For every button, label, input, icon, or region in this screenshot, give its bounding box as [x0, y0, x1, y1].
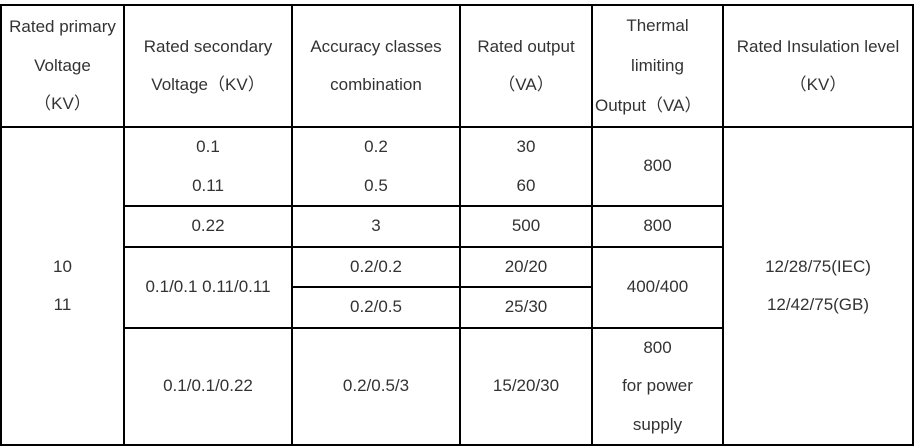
cell-output-r2: 500	[459, 205, 593, 248]
output-r1-line-1: 30	[516, 137, 536, 156]
cell-secondary-r2: 0.22	[123, 205, 293, 248]
primary-voltage-11: 11	[53, 295, 72, 314]
cell-secondary-r4: 0.1/0.1/0.22	[123, 326, 293, 446]
header-row: Rated primary Voltage （KV） Rated seconda…	[0, 4, 914, 128]
header-insulation-line-2: （KV）	[789, 75, 847, 94]
output-r1-line-2: 60	[516, 175, 536, 195]
insulation-iec: 12/28/75(IEC)	[765, 256, 871, 276]
header-primary-line-1: Rated primary	[9, 17, 116, 37]
cell-accuracy-r2: 3	[291, 205, 461, 248]
header-accuracy-classes: Accuracy classes combination	[291, 4, 461, 128]
secondary-r1-line-2: 0.11	[192, 175, 224, 195]
cell-accuracy-r4: 0.2/0.5/3	[291, 326, 461, 446]
cell-accuracy-r3b: 0.2/0.5	[291, 286, 461, 329]
cell-thermal-r1: 800	[591, 126, 724, 207]
primary-voltage-10: 10	[53, 256, 72, 276]
header-thermal-line-3: Output（VA）	[595, 96, 702, 115]
cell-secondary-r1: 0.1 0.11	[123, 126, 293, 207]
cell-output-r4: 15/20/30	[459, 326, 593, 446]
cell-thermal-r4: 800 for power supply	[591, 326, 724, 446]
header-thermal-line-2: limiting	[631, 56, 684, 75]
cell-output-r3a: 20/20	[459, 245, 593, 288]
cell-thermal-r3: 400/400	[591, 245, 724, 329]
header-insulation-line-1: Rated Insulation level	[736, 36, 900, 56]
header-output-line-2: （VA）	[498, 75, 554, 94]
table-row: 0.1/0.1/0.22 0.2/0.5/3 15/20/30 800 for …	[1, 326, 913, 446]
cell-output-r1: 30 60	[459, 126, 593, 207]
accuracy-r1-line-1: 0.2	[364, 137, 388, 156]
cell-thermal-r2: 800	[591, 205, 724, 248]
cell-output-r3b: 25/30	[459, 286, 593, 329]
header-output-line-1: Rated output	[477, 36, 575, 56]
table-row: 10 11 0.1 0.11 0.2 0.5 30 60 800 12/28/7…	[0, 126, 914, 446]
header-rated-output: Rated output （VA）	[459, 4, 593, 128]
table-row: 0.2/0.5 25/30	[1, 286, 913, 329]
header-thermal-line-1: Thermal	[626, 16, 689, 35]
cell-accuracy-r3a: 0.2/0.2	[291, 245, 461, 288]
header-accuracy-line-1: Accuracy classes	[310, 36, 442, 56]
cell-secondary-r3: 0.1/0.1 0.11/0.11	[123, 245, 293, 329]
header-secondary-line-1: Rated secondary	[143, 36, 273, 56]
table-row: 0.22 3 500 800	[1, 205, 913, 248]
header-rated-insulation-level: Rated Insulation level （KV）	[722, 4, 914, 128]
header-rated-secondary-voltage: Rated secondary Voltage（KV）	[123, 4, 293, 128]
insulation-gb: 12/42/75(GB)	[766, 295, 870, 314]
accuracy-r1-line-2: 0.5	[364, 175, 388, 195]
header-thermal-limiting-output: Thermal limiting Output（VA）	[591, 4, 724, 128]
thermal-r4-line-3: supply	[632, 414, 683, 434]
thermal-r4-line-1: 800	[643, 337, 672, 357]
transformer-spec-table: Rated primary Voltage （KV） Rated seconda…	[0, 4, 914, 446]
header-primary-line-3: （KV）	[34, 94, 91, 114]
table-row: 0.1/0.1 0.11/0.11 0.2/0.2 20/20 400/400	[1, 245, 913, 329]
header-rated-primary-voltage: Rated primary Voltage （KV）	[0, 4, 125, 128]
header-accuracy-line-2: combination	[330, 75, 422, 94]
cell-insulation-level: 12/28/75(IEC) 12/42/75(GB)	[722, 126, 914, 446]
thermal-r4-line-2: for power	[622, 376, 693, 395]
header-secondary-line-2: Voltage（KV）	[151, 75, 265, 94]
cell-primary-voltage: 10 11	[0, 126, 125, 446]
cell-accuracy-r1: 0.2 0.5	[291, 126, 461, 207]
secondary-r1-line-1: 0.1	[196, 137, 220, 156]
header-primary-line-2: Voltage	[34, 55, 91, 75]
